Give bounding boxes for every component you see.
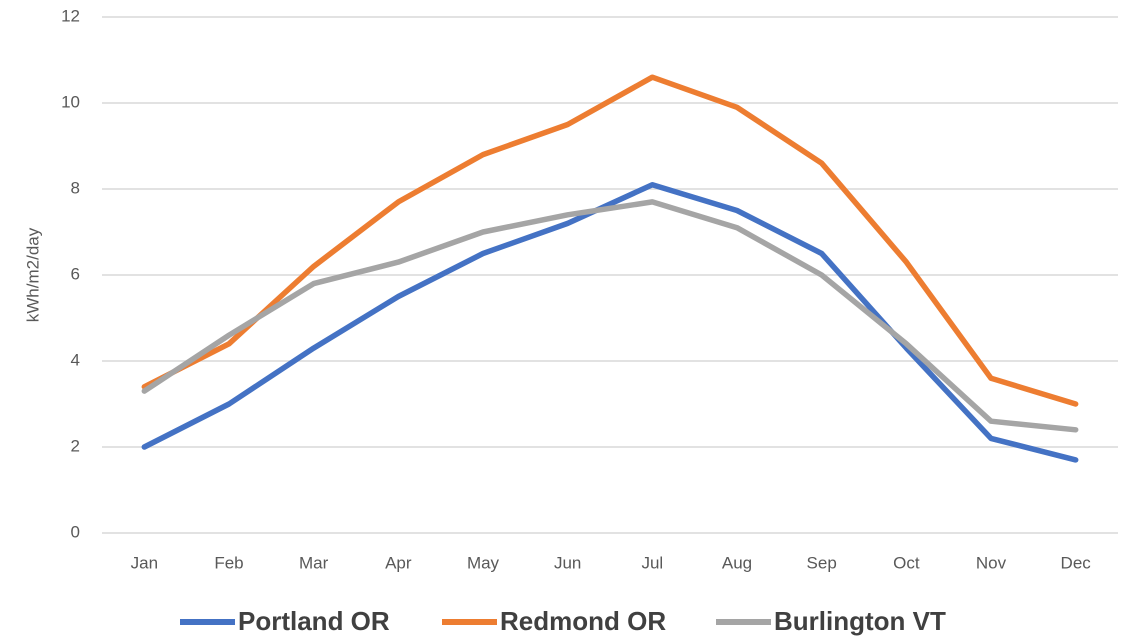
x-tick-label: Nov [976, 553, 1007, 572]
x-tick-label: Sep [807, 553, 837, 572]
series-line [141, 199, 1079, 433]
y-tick-label: 2 [71, 436, 80, 455]
x-tick-label: Apr [385, 553, 412, 572]
x-tick-label: Mar [299, 553, 329, 572]
y-tick-label: 6 [71, 264, 80, 283]
y-tick-label: 10 [61, 92, 80, 111]
y-axis-label: kWh/m2/day [23, 227, 42, 322]
x-tick-label: Jul [641, 553, 663, 572]
x-tick-label: Jun [554, 553, 581, 572]
x-tick-label: Aug [722, 553, 752, 572]
y-tick-label: 0 [71, 522, 80, 541]
legend-text: Portland OR [238, 606, 390, 636]
series-line [141, 181, 1079, 463]
legend-text: Redmond OR [500, 606, 666, 636]
x-tick-label: May [467, 553, 500, 572]
y-tick-label: 4 [71, 350, 80, 369]
x-tick-label: Dec [1061, 553, 1092, 572]
x-tick-label: Feb [214, 553, 243, 572]
legend-text: Burlington VT [774, 606, 946, 636]
y-tick-label: 12 [61, 6, 80, 25]
y-tick-label: 8 [71, 178, 80, 197]
series-line [141, 74, 1079, 407]
x-tick-label: Oct [893, 553, 920, 572]
x-tick-label: Jan [131, 553, 158, 572]
